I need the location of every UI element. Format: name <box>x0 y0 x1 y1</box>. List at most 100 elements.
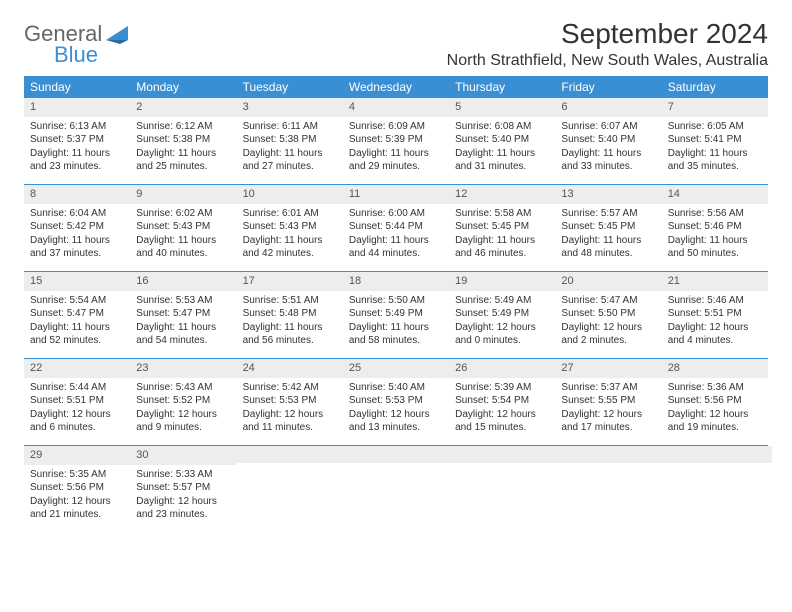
daylight-text: Daylight: 11 hours <box>28 321 126 335</box>
sunrise-text: Sunrise: 5:40 AM <box>347 381 445 395</box>
calendar-body: 1Sunrise: 6:13 AMSunset: 5:37 PMDaylight… <box>24 98 768 532</box>
daylight-text-2: and 42 minutes. <box>241 247 339 261</box>
day-cell <box>449 446 555 533</box>
sunrise-text: Sunrise: 5:47 AM <box>559 294 657 308</box>
day-cell: 26Sunrise: 5:39 AMSunset: 5:54 PMDayligh… <box>449 359 555 446</box>
day-header: Thursday <box>449 76 555 98</box>
empty-day <box>233 446 347 463</box>
daylight-text: Daylight: 12 hours <box>559 408 657 422</box>
day-cell: 29Sunrise: 5:35 AMSunset: 5:56 PMDayligh… <box>24 446 130 533</box>
brand-triangle-icon <box>106 26 132 44</box>
sunrise-text: Sunrise: 5:50 AM <box>347 294 445 308</box>
sunset-text: Sunset: 5:38 PM <box>134 133 232 147</box>
day-cell: 11Sunrise: 6:00 AMSunset: 5:44 PMDayligh… <box>343 185 449 272</box>
sunrise-text: Sunrise: 5:46 AM <box>666 294 764 308</box>
daylight-text: Daylight: 12 hours <box>666 408 764 422</box>
day-number: 17 <box>237 272 343 291</box>
month-title: September 2024 <box>447 18 768 50</box>
day-cell: 9Sunrise: 6:02 AMSunset: 5:43 PMDaylight… <box>130 185 236 272</box>
sunrise-text: Sunrise: 6:00 AM <box>347 207 445 221</box>
brand-text: General Blue <box>24 24 102 66</box>
sunset-text: Sunset: 5:39 PM <box>347 133 445 147</box>
day-cell: 14Sunrise: 5:56 AMSunset: 5:46 PMDayligh… <box>662 185 768 272</box>
sunset-text: Sunset: 5:53 PM <box>347 394 445 408</box>
daylight-text-2: and 4 minutes. <box>666 334 764 348</box>
day-header: Tuesday <box>237 76 343 98</box>
sunset-text: Sunset: 5:51 PM <box>666 307 764 321</box>
day-cell: 18Sunrise: 5:50 AMSunset: 5:49 PMDayligh… <box>343 272 449 359</box>
day-number: 18 <box>343 272 449 291</box>
day-number: 10 <box>237 185 343 204</box>
daylight-text-2: and 25 minutes. <box>134 160 232 174</box>
sunset-text: Sunset: 5:51 PM <box>28 394 126 408</box>
sunset-text: Sunset: 5:49 PM <box>453 307 551 321</box>
daylight-text-2: and 37 minutes. <box>28 247 126 261</box>
week-row: 15Sunrise: 5:54 AMSunset: 5:47 PMDayligh… <box>24 272 768 359</box>
sunset-text: Sunset: 5:44 PM <box>347 220 445 234</box>
daylight-text-2: and 50 minutes. <box>666 247 764 261</box>
daylight-text-2: and 17 minutes. <box>559 421 657 435</box>
sunset-text: Sunset: 5:56 PM <box>666 394 764 408</box>
sunrise-text: Sunrise: 6:09 AM <box>347 120 445 134</box>
day-cell: 30Sunrise: 5:33 AMSunset: 5:57 PMDayligh… <box>130 446 236 533</box>
daylight-text-2: and 58 minutes. <box>347 334 445 348</box>
daylight-text: Daylight: 11 hours <box>241 321 339 335</box>
day-cell: 3Sunrise: 6:11 AMSunset: 5:38 PMDaylight… <box>237 98 343 185</box>
sunset-text: Sunset: 5:40 PM <box>453 133 551 147</box>
day-cell: 8 Sunrise: 6:04 AMSunset: 5:42 PMDaylight… <box>24 185 130 272</box>
sunset-text: Sunset: 5:38 PM <box>241 133 339 147</box>
day-number: 28 <box>662 359 768 378</box>
sunset-text: Sunset: 5:37 PM <box>28 133 126 147</box>
day-cell: 6Sunrise: 6:07 AMSunset: 5:40 PMDaylight… <box>555 98 661 185</box>
daylight-text: Daylight: 12 hours <box>453 408 551 422</box>
day-cell <box>555 446 661 533</box>
day-cell: 4Sunrise: 6:09 AMSunset: 5:39 PMDaylight… <box>343 98 449 185</box>
day-number: 1 <box>24 98 130 117</box>
daylight-text: Daylight: 12 hours <box>241 408 339 422</box>
sunrise-text: Sunrise: 5:58 AM <box>453 207 551 221</box>
day-cell: 15Sunrise: 5:54 AMSunset: 5:47 PMDayligh… <box>24 272 130 359</box>
daylight-text: Daylight: 11 hours <box>28 147 126 161</box>
day-number: 24 <box>237 359 343 378</box>
daylight-text: Daylight: 11 hours <box>241 234 339 248</box>
sunrise-text: Sunrise: 5:42 AM <box>241 381 339 395</box>
day-number: 26 <box>449 359 555 378</box>
sunset-text: Sunset: 5:42 PM <box>28 220 126 234</box>
day-header: Saturday <box>662 76 768 98</box>
daylight-text-2: and 2 minutes. <box>559 334 657 348</box>
sunset-text: Sunset: 5:56 PM <box>28 481 126 495</box>
daylight-text: Daylight: 12 hours <box>28 408 126 422</box>
daylight-text-2: and 40 minutes. <box>134 247 232 261</box>
daylight-text-2: and 23 minutes. <box>134 508 232 522</box>
day-cell: 21Sunrise: 5:46 AMSunset: 5:51 PMDayligh… <box>662 272 768 359</box>
day-number: 12 <box>449 185 555 204</box>
day-number: 6 <box>555 98 661 117</box>
day-header: Monday <box>130 76 236 98</box>
daylight-text-2: and 52 minutes. <box>28 334 126 348</box>
sunset-text: Sunset: 5:50 PM <box>559 307 657 321</box>
day-cell <box>662 446 768 533</box>
sunset-text: Sunset: 5:45 PM <box>559 220 657 234</box>
sunrise-text: Sunrise: 6:04 AM <box>28 207 126 221</box>
day-number: 8 <box>24 185 130 204</box>
day-number: 13 <box>555 185 661 204</box>
sunrise-text: Sunrise: 5:49 AM <box>453 294 551 308</box>
empty-day <box>551 446 665 463</box>
sunset-text: Sunset: 5:41 PM <box>666 133 764 147</box>
day-cell: 10Sunrise: 6:01 AMSunset: 5:43 PMDayligh… <box>237 185 343 272</box>
day-cell: 22Sunrise: 5:44 AMSunset: 5:51 PMDayligh… <box>24 359 130 446</box>
day-header-row: Sunday Monday Tuesday Wednesday Thursday… <box>24 76 768 98</box>
daylight-text: Daylight: 11 hours <box>28 234 126 248</box>
day-number: 3 <box>237 98 343 117</box>
daylight-text-2: and 21 minutes. <box>28 508 126 522</box>
daylight-text: Daylight: 11 hours <box>241 147 339 161</box>
sunrise-text: Sunrise: 5:53 AM <box>134 294 232 308</box>
day-number: 14 <box>662 185 768 204</box>
location-text: North Strathfield, New South Wales, Aust… <box>447 52 768 70</box>
day-header: Friday <box>555 76 661 98</box>
sunrise-text: Sunrise: 6:08 AM <box>453 120 551 134</box>
sunrise-text: Sunrise: 6:13 AM <box>28 120 126 134</box>
day-cell: 23Sunrise: 5:43 AMSunset: 5:52 PMDayligh… <box>130 359 236 446</box>
sunrise-text: Sunrise: 5:43 AM <box>134 381 232 395</box>
week-row: 8Sunrise: 6:04 AMSunset: 5:42 PMDaylight… <box>24 185 768 272</box>
